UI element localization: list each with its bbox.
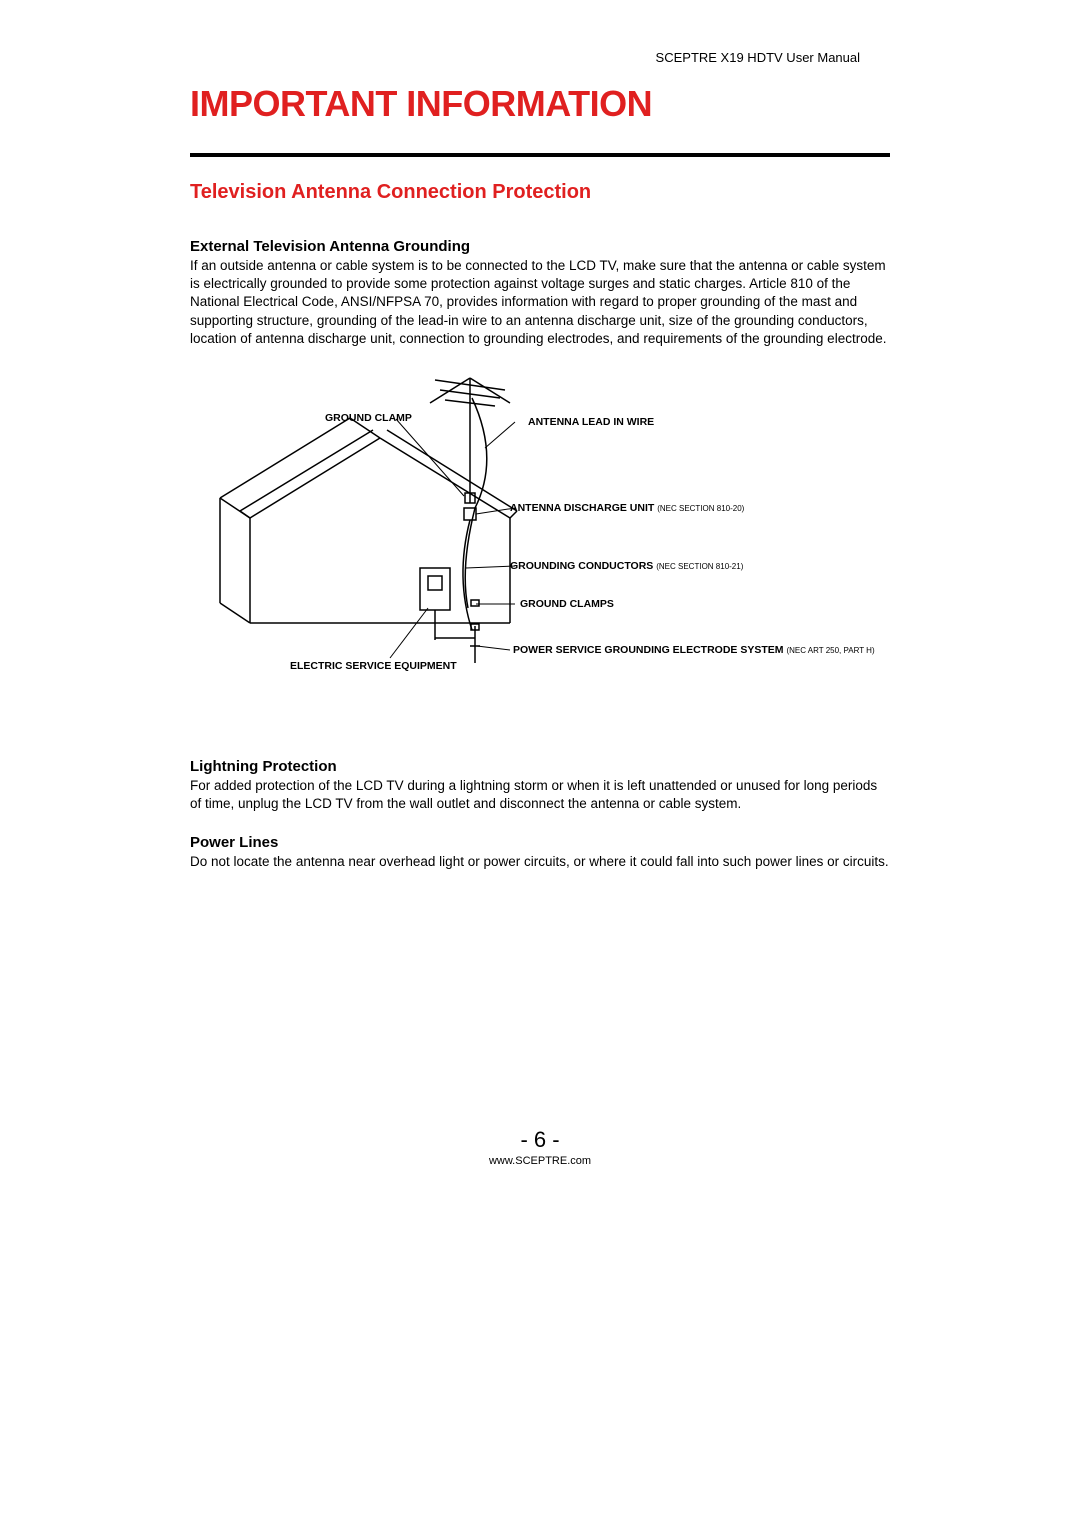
power-lines-heading: Power Lines xyxy=(190,834,890,851)
label-grounding-conductors-text: GROUNDING CONDUCTORS xyxy=(510,560,653,572)
label-power-electrode: POWER SERVICE GROUNDING ELECTRODE SYSTEM… xyxy=(513,644,875,656)
label-power-electrode-ref: (NEC ART 250, PART H) xyxy=(786,646,874,655)
page-footer: - 6 - www.SCEPTRE.com xyxy=(0,1127,1080,1167)
antenna-grounding-diagram: GROUND CLAMP ANTENNA LEAD IN WIRE ANTENN… xyxy=(210,368,870,698)
footer-url: www.SCEPTRE.com xyxy=(0,1155,1080,1167)
lightning-body: For added protection of the LCD TV durin… xyxy=(190,777,890,813)
document-page: SCEPTRE X19 HDTV User Manual IMPORTANT I… xyxy=(0,0,1080,871)
external-grounding-body: If an outside antenna or cable system is… xyxy=(190,257,890,348)
power-lines-body: Do not locate the antenna near overhead … xyxy=(190,853,890,871)
label-power-electrode-text: POWER SERVICE GROUNDING ELECTRODE SYSTEM xyxy=(513,644,784,656)
label-discharge-unit-text: ANTENNA DISCHARGE UNIT xyxy=(510,502,654,514)
divider-thick xyxy=(190,153,890,157)
label-grounding-conductors: GROUNDING CONDUCTORS (NEC SECTION 810-21… xyxy=(510,560,743,572)
label-discharge-unit: ANTENNA DISCHARGE UNIT (NEC SECTION 810-… xyxy=(510,502,744,514)
main-title: IMPORTANT INFORMATION xyxy=(190,83,890,125)
label-discharge-unit-ref: (NEC SECTION 810-20) xyxy=(657,504,744,513)
label-antenna-lead: ANTENNA LEAD IN WIRE xyxy=(528,416,654,428)
label-ground-clamps: GROUND CLAMPS xyxy=(520,598,614,610)
label-electric-service: ELECTRIC SERVICE EQUIPMENT xyxy=(290,660,457,672)
label-ground-clamp-top: GROUND CLAMP xyxy=(325,412,412,424)
external-grounding-heading: External Television Antenna Grounding xyxy=(190,238,890,255)
section-title: Television Antenna Connection Protection xyxy=(190,181,890,204)
page-number: - 6 - xyxy=(0,1127,1080,1153)
label-grounding-conductors-ref: (NEC SECTION 810-21) xyxy=(656,562,743,571)
header-manual-name: SCEPTRE X19 HDTV User Manual xyxy=(190,50,860,65)
lightning-heading: Lightning Protection xyxy=(190,758,890,775)
